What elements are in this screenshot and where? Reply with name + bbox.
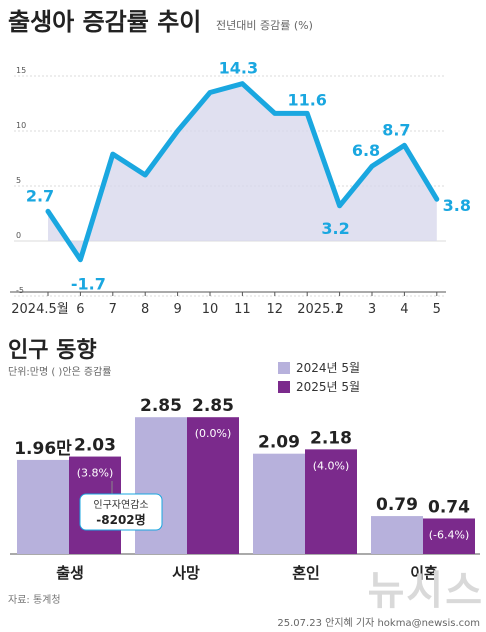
line-chart-subtitle: 전년대비 증감률 (%) [216, 19, 313, 32]
legend-label-2025: 2025년 5월 [296, 380, 360, 394]
x-tick-label: 11 [234, 302, 251, 317]
category-label: 사망 [172, 564, 200, 582]
x-tick-label: 8 [141, 302, 149, 317]
area-fill [48, 83, 437, 260]
x-tick-label: 4 [400, 302, 408, 317]
x-tick-label: 2025.1 [297, 302, 343, 317]
y-tick-label: 15 [16, 66, 26, 75]
category-label: 출생 [56, 564, 84, 582]
callout-value: -8202명 [96, 513, 145, 527]
data-label: 3.8 [443, 196, 471, 215]
bar-value-label: 0.79 [376, 495, 418, 515]
x-tick-label: 9 [173, 302, 181, 317]
bar-percent-label: (4.0%) [313, 459, 350, 472]
x-tick-label: 5 [433, 302, 441, 317]
series-line [45, 81, 440, 263]
callout-title: 인구자연감소 [93, 499, 148, 511]
x-tick-label: 12 [267, 302, 284, 317]
bar-2024 [135, 417, 187, 554]
bar-value-label: 1.96만 [14, 439, 72, 459]
bar-2024 [17, 459, 69, 554]
source-note: 자료: 통계청 [8, 594, 61, 606]
legend-swatch-2025 [278, 381, 290, 393]
bar-2025 [305, 449, 357, 554]
x-tick-label: 10 [202, 302, 219, 317]
data-label: 8.7 [382, 120, 410, 139]
x-tick-label: 2 [335, 302, 343, 317]
bar-2025 [187, 417, 239, 554]
x-tick-label: 2024.5월 [11, 302, 68, 317]
line-chart: 15 10 5 0 -5 2.7 -1.7 14.3 11.6 3.2 6.88.7 3.8 2024.… [10, 59, 471, 317]
y-tick-label: 10 [16, 121, 26, 130]
x-tick-label: 6 [76, 302, 84, 317]
bar-percent-label: (0.0%) [195, 427, 232, 440]
x-tick-label: 3 [368, 302, 376, 317]
category-label: 이혼 [410, 564, 438, 582]
watermark-logo: 뉴시스 [368, 568, 484, 614]
data-label: 14.3 [219, 59, 258, 78]
bar-percent-label: (3.8%) [77, 467, 114, 480]
data-label: 2.7 [26, 186, 54, 205]
callout-box [79, 493, 163, 531]
x-tick-label: 7 [109, 302, 117, 317]
y-tick-label: 0 [16, 231, 21, 240]
bar-2024 [253, 453, 305, 554]
category-label: 혼인 [292, 564, 320, 582]
bar-value-label: 2.03 [74, 436, 116, 456]
bar-2024 [371, 516, 423, 554]
data-label: 11.6 [287, 90, 326, 109]
credit-line: 25.07.23 안지혜 기자 hokma@newsis.com [277, 617, 480, 629]
bar-chart-title: 인구 동향 [8, 338, 97, 363]
y-tick-label: 5 [16, 176, 21, 185]
legend-swatch-2024 [278, 362, 290, 374]
data-label: 3.2 [321, 219, 349, 238]
bar-value-label: 0.74 [428, 497, 470, 517]
y-tick-label: -5 [16, 286, 24, 295]
bar-percent-label: (-6.4%) [429, 528, 470, 541]
data-label: -1.7 [71, 275, 106, 294]
line-chart-title: 출생아 증감률 추이 [8, 8, 201, 36]
data-label: 6.8 [352, 141, 380, 160]
bar-value-label: 2.85 [192, 396, 234, 416]
bar-value-label: 2.85 [140, 396, 182, 416]
unit-note: 단위:만명 ( )안은 증감률 [8, 365, 112, 378]
legend-label-2024: 2024년 5월 [296, 361, 360, 375]
bar-value-label: 2.18 [310, 428, 352, 448]
bar-2025 [423, 518, 475, 554]
bar-value-label: 2.09 [258, 433, 300, 453]
